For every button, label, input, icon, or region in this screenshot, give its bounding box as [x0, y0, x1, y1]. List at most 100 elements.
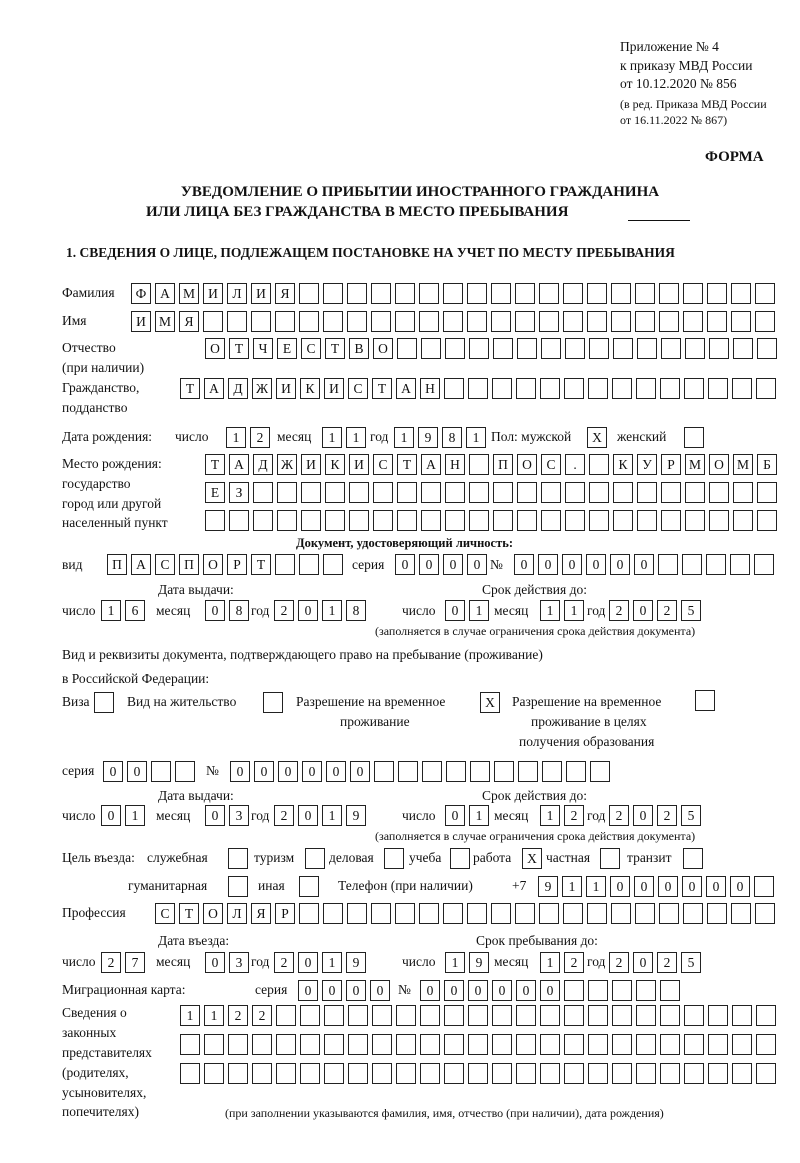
char-cell[interactable]: [493, 482, 513, 503]
char-cell[interactable]: [708, 1005, 728, 1026]
char-cell[interactable]: 0: [298, 952, 318, 973]
char-cell[interactable]: [396, 1063, 416, 1084]
char-cell[interactable]: А: [155, 283, 175, 304]
char-cell[interactable]: [564, 980, 584, 1001]
char-cell[interactable]: [251, 311, 271, 332]
checkbox-cell[interactable]: [450, 848, 470, 869]
checkbox-cell[interactable]: [684, 427, 704, 448]
char-cell[interactable]: [395, 903, 415, 924]
char-cell[interactable]: [374, 761, 394, 782]
char-cell[interactable]: 0: [205, 805, 225, 826]
char-cell[interactable]: [444, 378, 464, 399]
char-cell[interactable]: [587, 311, 607, 332]
char-cell[interactable]: [420, 1034, 440, 1055]
char-cell[interactable]: [685, 338, 705, 359]
char-cell[interactable]: [636, 1005, 656, 1026]
char-cell[interactable]: [588, 1034, 608, 1055]
char-cell[interactable]: [636, 378, 656, 399]
char-cell[interactable]: [373, 482, 393, 503]
char-cell[interactable]: [635, 283, 655, 304]
char-cell[interactable]: 6: [125, 600, 145, 621]
char-cell[interactable]: Т: [180, 378, 200, 399]
char-cell[interactable]: Н: [420, 378, 440, 399]
char-cell[interactable]: Е: [277, 338, 297, 359]
char-cell[interactable]: [276, 1034, 296, 1055]
char-cell[interactable]: [445, 482, 465, 503]
char-cell[interactable]: 0: [730, 876, 750, 897]
char-cell[interactable]: П: [493, 454, 513, 475]
char-cell[interactable]: [277, 510, 297, 531]
char-cell[interactable]: [732, 1063, 752, 1084]
char-cell[interactable]: [515, 311, 535, 332]
char-cell[interactable]: [421, 482, 441, 503]
char-cell[interactable]: .: [565, 454, 585, 475]
char-cell[interactable]: [732, 1034, 752, 1055]
char-cell[interactable]: И: [251, 283, 271, 304]
char-cell[interactable]: [685, 482, 705, 503]
char-cell[interactable]: [347, 903, 367, 924]
char-cell[interactable]: [325, 510, 345, 531]
char-cell[interactable]: 0: [302, 761, 322, 782]
char-cell[interactable]: [516, 378, 536, 399]
char-cell[interactable]: [467, 311, 487, 332]
char-cell[interactable]: [421, 338, 441, 359]
char-cell[interactable]: 0: [634, 876, 654, 897]
char-cell[interactable]: Ф: [131, 283, 151, 304]
char-cell[interactable]: С: [301, 338, 321, 359]
char-cell[interactable]: 2: [274, 805, 294, 826]
char-cell[interactable]: [348, 1063, 368, 1084]
char-cell[interactable]: 0: [682, 876, 702, 897]
char-cell[interactable]: 0: [514, 554, 534, 575]
char-cell[interactable]: [421, 510, 441, 531]
char-cell[interactable]: 1: [125, 805, 145, 826]
char-cell[interactable]: 5: [681, 805, 701, 826]
char-cell[interactable]: 2: [609, 600, 629, 621]
char-cell[interactable]: [756, 1005, 776, 1026]
char-cell[interactable]: [252, 1063, 272, 1084]
char-cell[interactable]: [347, 311, 367, 332]
char-cell[interactable]: Ч: [253, 338, 273, 359]
char-cell[interactable]: [589, 482, 609, 503]
char-cell[interactable]: 8: [229, 600, 249, 621]
char-cell[interactable]: Т: [397, 454, 417, 475]
char-cell[interactable]: [419, 311, 439, 332]
char-cell[interactable]: [395, 311, 415, 332]
char-cell[interactable]: 7: [125, 952, 145, 973]
char-cell[interactable]: [540, 1034, 560, 1055]
char-cell[interactable]: 0: [706, 876, 726, 897]
char-cell[interactable]: 8: [442, 427, 462, 448]
char-cell[interactable]: 0: [326, 761, 346, 782]
char-cell[interactable]: З: [229, 482, 249, 503]
char-cell[interactable]: [371, 311, 391, 332]
char-cell[interactable]: [515, 903, 535, 924]
char-cell[interactable]: 1: [586, 876, 606, 897]
char-cell[interactable]: 1: [562, 876, 582, 897]
char-cell[interactable]: [348, 1005, 368, 1026]
char-cell[interactable]: [349, 482, 369, 503]
char-cell[interactable]: [419, 903, 439, 924]
char-cell[interactable]: [397, 338, 417, 359]
char-cell[interactable]: [299, 311, 319, 332]
char-cell[interactable]: 1: [445, 952, 465, 973]
char-cell[interactable]: [324, 1005, 344, 1026]
char-cell[interactable]: [467, 283, 487, 304]
char-cell[interactable]: 1: [322, 952, 342, 973]
char-cell[interactable]: [539, 311, 559, 332]
char-cell[interactable]: С: [155, 903, 175, 924]
char-cell[interactable]: [468, 378, 488, 399]
char-cell[interactable]: [660, 1005, 680, 1026]
char-cell[interactable]: И: [324, 378, 344, 399]
char-cell[interactable]: [204, 1063, 224, 1084]
char-cell[interactable]: [733, 338, 753, 359]
checkbox-cell[interactable]: [683, 848, 703, 869]
char-cell[interactable]: [588, 1005, 608, 1026]
char-cell[interactable]: Д: [228, 378, 248, 399]
char-cell[interactable]: Ж: [252, 378, 272, 399]
char-cell[interactable]: 0: [101, 805, 121, 826]
char-cell[interactable]: [613, 482, 633, 503]
char-cell[interactable]: Т: [372, 378, 392, 399]
char-cell[interactable]: [756, 1063, 776, 1084]
char-cell[interactable]: [323, 903, 343, 924]
char-cell[interactable]: [660, 1063, 680, 1084]
char-cell[interactable]: 0: [298, 980, 318, 1001]
